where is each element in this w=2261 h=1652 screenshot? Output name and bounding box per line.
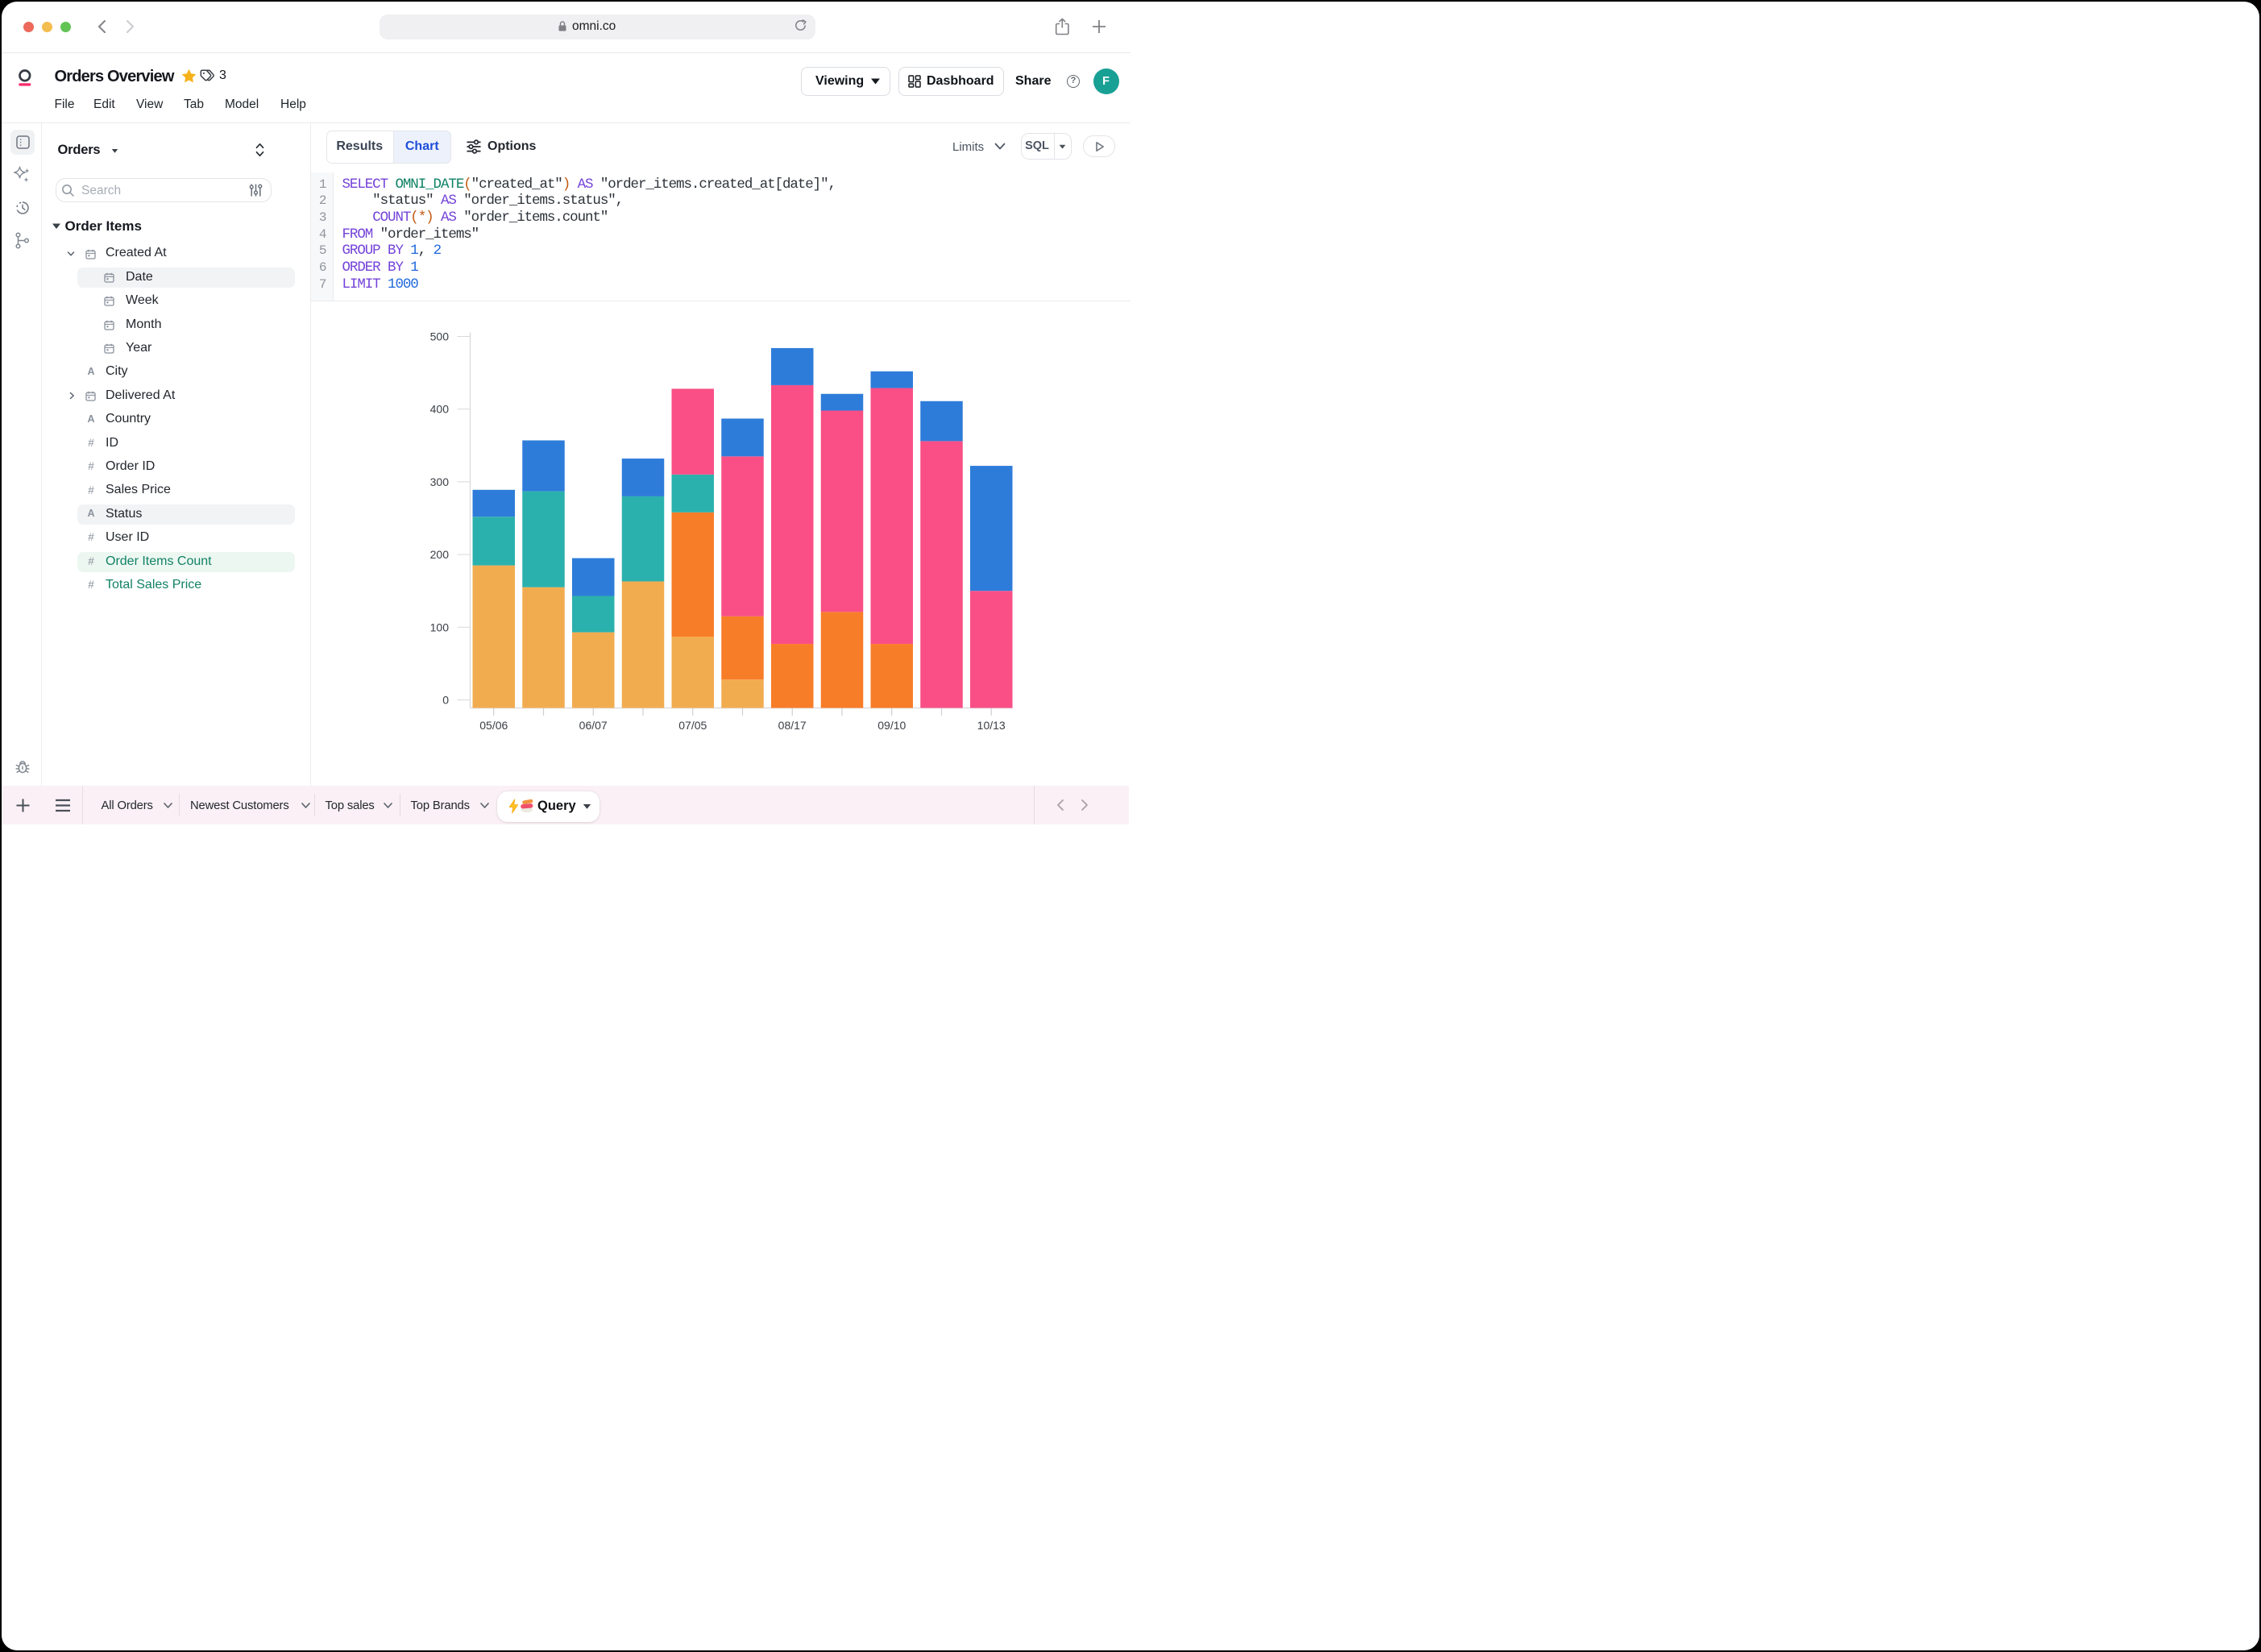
svg-text:100: 100 (430, 621, 450, 633)
svg-text:400: 400 (430, 402, 450, 415)
svg-text:0: 0 (442, 693, 449, 706)
svg-text:300: 300 (430, 475, 450, 488)
svg-text:06/07: 06/07 (579, 719, 608, 732)
svg-text:09/10: 09/10 (877, 719, 906, 732)
svg-text:500: 500 (430, 330, 450, 342)
svg-text:200: 200 (430, 548, 450, 561)
svg-text:07/05: 07/05 (678, 719, 707, 732)
svg-text:08/17: 08/17 (778, 719, 807, 732)
svg-text:05/06: 05/06 (479, 719, 508, 732)
svg-text:10/13: 10/13 (977, 719, 1006, 732)
